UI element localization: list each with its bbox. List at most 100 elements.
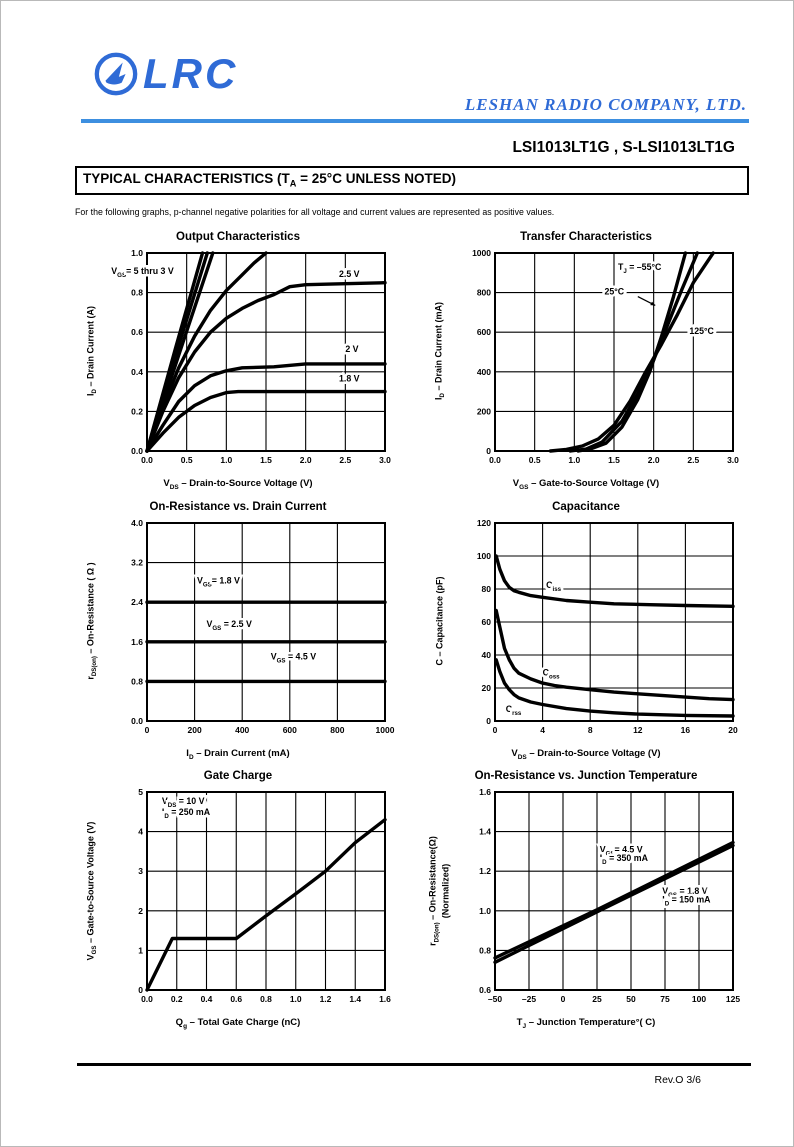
svg-text:0.4: 0.4 xyxy=(131,366,143,376)
svg-text:800: 800 xyxy=(477,287,491,297)
y-axis-label: rDS(on) – On-Resistance(Ω) (Normalized) xyxy=(427,836,452,947)
svg-text:400: 400 xyxy=(477,366,491,376)
chart-output-characteristics: Output Characteristics ID – Drain Current… xyxy=(75,231,401,491)
section-title: TYPICAL CHARACTERISTICS (TA = 25°C UNLES… xyxy=(75,166,749,195)
svg-text:0.0: 0.0 xyxy=(489,455,501,465)
svg-text:VGS= 4.5 V: VGS= 4.5 V xyxy=(600,845,643,858)
chart-plot-transfer-characteristics: 0.0 0.5 1.0 1.5 2.0 2.5 3.0 0 200 400 600 800 1000 TJ… xyxy=(472,248,739,465)
svg-text:0.0: 0.0 xyxy=(131,716,143,726)
svg-text:3.2: 3.2 xyxy=(131,557,143,567)
svg-text:200: 200 xyxy=(188,725,202,735)
svg-text:0.2: 0.2 xyxy=(171,994,183,1004)
svg-text:20: 20 xyxy=(728,725,738,735)
svg-text:0: 0 xyxy=(138,985,143,995)
svg-text:0: 0 xyxy=(486,446,491,456)
svg-text:800: 800 xyxy=(330,725,344,735)
svg-text:Ciss: Ciss xyxy=(546,580,561,593)
svg-text:1.8 V: 1.8 V xyxy=(339,373,360,383)
chart-plot-gate-charge: 0.0 0.2 0.4 0.6 0.8 1.0 1.2 1.4 1.6 0 1 2 3 4 5 VDS = 1… xyxy=(138,787,391,1004)
chart-plot-capacitance: 0 4 8 12 16 20 0 20 40 60 80 100 120 Ciss Coss Crss xyxy=(477,518,738,735)
x-axis-label: TJ – Junction Temperature°( C) xyxy=(516,1017,656,1031)
svg-text:40: 40 xyxy=(482,650,492,660)
chart-title: On-Resistance vs. Drain Current xyxy=(149,500,327,513)
svg-text:0.4: 0.4 xyxy=(201,994,213,1004)
svg-text:0.0: 0.0 xyxy=(141,994,153,1004)
series-TJ=125C xyxy=(548,250,715,453)
svg-text:2.4: 2.4 xyxy=(131,597,143,607)
x-axis-label: ID – Drain Current (mA) xyxy=(186,747,290,761)
header: LRC LESHAN RADIO COMPANY, LTD. xyxy=(75,51,749,123)
footer: Rev.O 3/6 xyxy=(77,1063,751,1086)
svg-text:125: 125 xyxy=(726,994,740,1004)
chart-title: On-Resistance vs. Junction Temperature xyxy=(474,770,698,783)
svg-text:3: 3 xyxy=(138,867,143,877)
svg-text:25: 25 xyxy=(592,994,602,1004)
svg-text:ID = 150 mA: ID = 150 mA xyxy=(662,895,711,908)
y-axis-label: ID – Drain Current (A) xyxy=(85,306,99,397)
svg-text:–25: –25 xyxy=(522,994,536,1004)
svg-text:0.8: 0.8 xyxy=(260,994,272,1004)
svg-text:600: 600 xyxy=(283,725,297,735)
svg-text:75: 75 xyxy=(660,994,670,1004)
svg-text:–50: –50 xyxy=(488,994,502,1004)
charts-grid: Output Characteristics ID – Drain Current… xyxy=(75,231,749,1031)
svg-text:0: 0 xyxy=(145,725,150,735)
series-VGS=2V xyxy=(145,361,387,453)
footer-rule xyxy=(77,1063,751,1066)
svg-text:0.8: 0.8 xyxy=(479,946,491,956)
chart-on-resistance-vs-junction-temperature: On-Resistance vs. Junction Temperature rD… xyxy=(423,770,749,1030)
svg-text:0.5: 0.5 xyxy=(529,455,541,465)
svg-text:VGS = 2.5 V: VGS = 2.5 V xyxy=(207,619,252,632)
svg-text:2.0: 2.0 xyxy=(300,455,312,465)
svg-text:3.0: 3.0 xyxy=(379,455,391,465)
svg-text:2.5: 2.5 xyxy=(339,455,351,465)
svg-text:1.5: 1.5 xyxy=(608,455,620,465)
svg-text:16: 16 xyxy=(681,725,691,735)
part-numbers: LSI1013LT1G , S-LSI1013LT1G xyxy=(512,139,735,156)
svg-text:0.6: 0.6 xyxy=(131,327,143,337)
x-axis-label: Qg – Total Gate Charge (nC) xyxy=(175,1017,301,1031)
svg-text:ID = 250 mA: ID = 250 mA xyxy=(162,807,211,820)
svg-text:5: 5 xyxy=(138,787,143,797)
y-axis-label: VGS – Gate-to-Source Voltage (V) xyxy=(85,821,99,961)
chart-title: Gate Charge xyxy=(203,770,273,783)
svg-text:3.0: 3.0 xyxy=(727,455,739,465)
svg-text:TJ = –55°C: TJ = –55°C xyxy=(618,262,662,275)
svg-text:VGS = 4.5 V: VGS = 4.5 V xyxy=(271,651,316,664)
svg-text:1.0: 1.0 xyxy=(568,455,580,465)
svg-text:1.4: 1.4 xyxy=(349,994,361,1004)
svg-text:1: 1 xyxy=(138,946,143,956)
svg-text:4: 4 xyxy=(540,725,545,735)
chart-plot-output-characteristics: 0.0 0.5 1.0 1.5 2.0 2.5 3.0 0.0 0.2 0.4 0.6 0.8 1.0 V… xyxy=(109,248,391,465)
svg-text:25°C: 25°C xyxy=(604,286,624,296)
series-VGS vs Qg xyxy=(145,818,387,993)
chart-title: Transfer Characteristics xyxy=(520,230,652,243)
svg-text:0.0: 0.0 xyxy=(141,455,153,465)
svg-text:VDS = 10 V: VDS = 10 V xyxy=(162,796,205,809)
chart-plot-on-resistance-vs-drain-current: 0 200 400 600 800 1000 0.0 0.8 1.6 2.4 3.2 4.0 VGS= … xyxy=(131,518,395,735)
header-rule xyxy=(81,119,749,123)
chart-title: Output Characteristics xyxy=(176,230,300,243)
svg-text:4: 4 xyxy=(138,827,143,837)
svg-text:50: 50 xyxy=(626,994,636,1004)
svg-text:80: 80 xyxy=(482,584,492,594)
svg-text:200: 200 xyxy=(477,406,491,416)
svg-text:VGS = 1.8 V: VGS = 1.8 V xyxy=(662,886,707,899)
svg-text:1.6: 1.6 xyxy=(379,994,391,1004)
series-VGS=1.8V xyxy=(145,389,387,453)
series-TJ=-55C xyxy=(576,250,688,453)
company-name: LESHAN RADIO COMPANY, LTD. xyxy=(464,95,747,114)
svg-text:0.6: 0.6 xyxy=(479,985,491,995)
svg-text:Crss: Crss xyxy=(506,704,522,717)
y-axis-label: ID – Drain Current (mA) xyxy=(433,302,447,401)
svg-text:VGS= 1.8 V: VGS= 1.8 V xyxy=(197,575,240,588)
svg-text:20: 20 xyxy=(482,683,492,693)
series-VGS=4.5V ID=350mA xyxy=(493,841,735,961)
svg-text:Coss: Coss xyxy=(543,667,561,680)
logo-text: LRC xyxy=(143,50,239,97)
chart-transfer-characteristics: Transfer Characteristics ID – Drain Curre… xyxy=(423,231,749,491)
svg-text:ID = 350 mA: ID = 350 mA xyxy=(600,853,649,866)
revision-label: Rev.O 3/6 xyxy=(654,1074,702,1086)
svg-text:0.5: 0.5 xyxy=(181,455,193,465)
